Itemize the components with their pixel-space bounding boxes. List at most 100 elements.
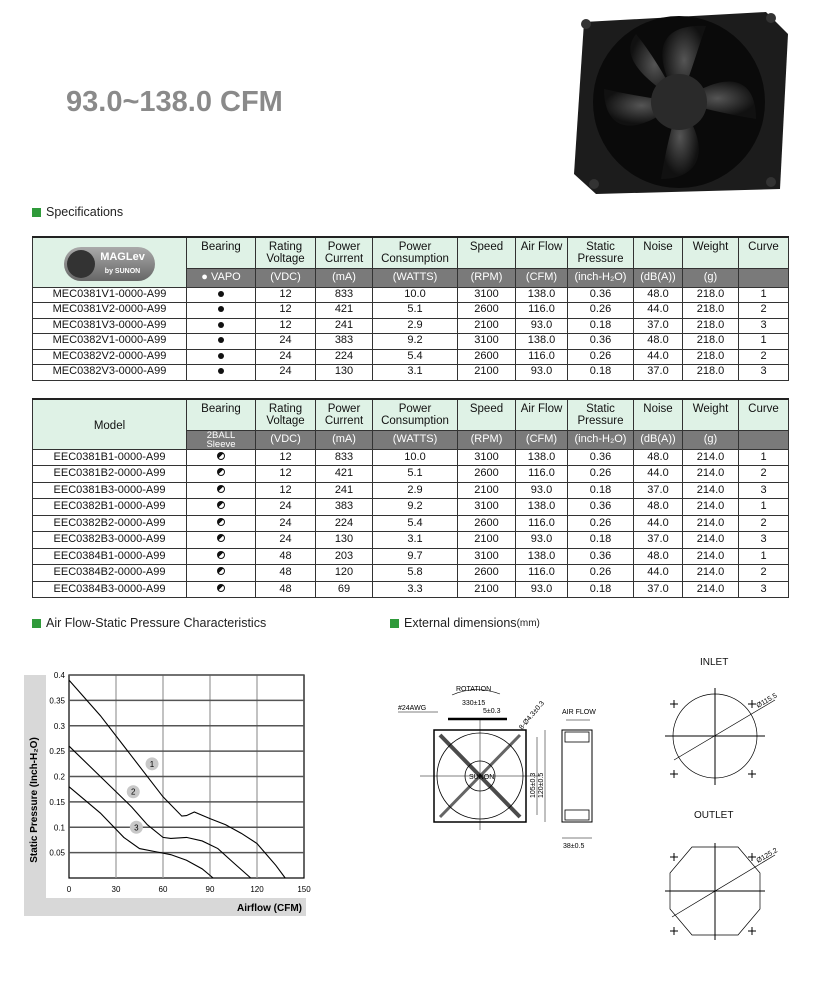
header-curve: Curve: [738, 236, 789, 269]
unit-weight: (g): [682, 267, 739, 288]
curve-label: 3: [134, 823, 139, 832]
bearing-icon: [218, 290, 224, 297]
cell: EEC0384B1-0000-A99: [32, 547, 187, 566]
cell: 116.0: [515, 564, 568, 582]
y-tick-label: 0.35: [49, 696, 65, 705]
cell: 2600: [457, 514, 516, 533]
cell: 0.18: [567, 364, 634, 381]
header-weight: Weight: [682, 236, 739, 269]
header-model: Model: [32, 398, 187, 450]
cell: 1: [738, 286, 789, 303]
cell: 383: [315, 498, 373, 516]
x-tick-label: 90: [206, 885, 215, 894]
header-weight: Weight: [682, 398, 739, 431]
cell: 12: [255, 286, 316, 303]
bearing-cell: [186, 580, 256, 599]
cell: EEC0382B2-0000-A99: [32, 514, 187, 533]
unit-curve: [738, 267, 789, 288]
fan-dimension-drawing: ROTATION #24AWG 330±15 5±0.3 8-Ø4.3±0.3 …: [398, 686, 596, 850]
cell: 3100: [457, 498, 516, 516]
cell: 0.36: [567, 498, 634, 516]
cell: 3.1: [372, 364, 458, 381]
table-row: EEC0382B1-0000-A99 24 383 9.2 3100 138.0 0.36 4…: [32, 498, 789, 516]
cell: 833: [315, 448, 373, 467]
bearing-cell: [186, 348, 256, 365]
cell: 69: [315, 580, 373, 599]
inlet-label: INLET: [700, 657, 729, 668]
table-row: EEC0381B2-0000-A99 12 421 5.1 2600 116.0 0.26 4…: [32, 465, 789, 483]
cell: 3100: [457, 547, 516, 566]
bearing-icon: [217, 534, 225, 542]
cell: 138.0: [515, 448, 568, 467]
cell: 1: [738, 547, 789, 566]
cell: 2: [738, 514, 789, 533]
cell: 2.9: [372, 481, 458, 500]
bearing-cell: [186, 514, 256, 533]
bearing-cell: [186, 317, 256, 334]
cell: 9.7: [372, 547, 458, 566]
cell: 214.0: [682, 514, 739, 533]
table-row: EEC0384B3-0000-A99 48 69 3.3 2100 93.0 0.18 37.…: [32, 580, 789, 599]
y-tick-label: 0.4: [54, 671, 66, 680]
bearing-cell: [186, 302, 256, 319]
cell: 2600: [457, 465, 516, 483]
frame-size-label: 120±0.5: [538, 773, 545, 798]
bearing-icon: [217, 583, 225, 592]
y-tick-label: 0.3: [54, 722, 66, 731]
cell: 10.0: [372, 286, 458, 303]
cell: 3: [738, 317, 789, 334]
cell: 203: [315, 547, 373, 566]
cell: 24: [255, 531, 316, 549]
spec-table-maglev: MAGLev by SUNON Bearing Rating Voltage Po…: [32, 236, 789, 381]
cell: 0.26: [567, 302, 634, 319]
cell: 214.0: [682, 481, 739, 500]
bearing-icon: [218, 306, 224, 313]
header-consumption: Power Consumption: [372, 236, 458, 269]
unit-noise: (dB(A)): [633, 429, 683, 450]
cell: 214.0: [682, 465, 739, 483]
cell: 0.36: [567, 286, 634, 303]
cell: 24: [255, 333, 316, 350]
cell: 9.2: [372, 333, 458, 350]
cell: 130: [315, 364, 373, 381]
cell: 833: [315, 286, 373, 303]
unit-voltage: (VDC): [255, 267, 316, 288]
header-airflow: Air Flow: [515, 398, 568, 431]
table-row: EEC0384B1-0000-A99 48 203 9.7 3100 138.0 0.36 4…: [32, 547, 789, 566]
table-row: EEC0381B3-0000-A99 12 241 2.9 2100 93.0 0.18 37…: [32, 481, 789, 500]
bearing-cell: [186, 448, 256, 467]
unit-airflow: (CFM): [515, 267, 568, 288]
cell: 224: [315, 514, 373, 533]
cell: 2600: [457, 564, 516, 582]
bearing-icon: [217, 484, 225, 493]
cell: 5.4: [372, 514, 458, 533]
cell: EEC0382B3-0000-A99: [32, 531, 187, 549]
cell: 116.0: [515, 514, 568, 533]
unit-consumption: (WATTS): [372, 429, 458, 450]
table-row: EEC0381B1-0000-A99 12 833 10.0 3100 138.0 0.36…: [32, 448, 789, 467]
airflow-direction-label: AIR FLOW: [562, 709, 596, 716]
bearing-icon: [218, 337, 224, 344]
bearing-cell: [186, 547, 256, 566]
cell: 2100: [457, 531, 516, 549]
cell: 48.0: [633, 333, 683, 350]
y-tick-label: 0.25: [49, 747, 65, 756]
unit-curve: [738, 429, 789, 450]
cell: 2100: [457, 317, 516, 334]
bearing-type: ● VAPO: [186, 267, 256, 288]
table-row: MEC0381V1-0000-A99 12 833 10.0 3100 138.0 0.36…: [32, 286, 789, 303]
cell: 24: [255, 364, 316, 381]
bearing-icon: [218, 368, 224, 375]
cell: 3100: [457, 333, 516, 350]
cell: MEC0382V1-0000-A99: [32, 333, 187, 350]
cell: 214.0: [682, 564, 739, 582]
table-row: EEC0384B2-0000-A99 48 120 5.8 2600 116.0 0.26 4…: [32, 564, 789, 582]
cell: 1: [738, 498, 789, 516]
unit-speed: (RPM): [457, 267, 516, 288]
bearing-cell: [186, 333, 256, 350]
depth-label: 38±0.5: [563, 843, 584, 850]
outlet-label: OUTLET: [694, 810, 734, 821]
header-voltage: Rating Voltage: [255, 398, 316, 431]
bullet-icon: [390, 618, 399, 628]
cell: EEC0384B2-0000-A99: [32, 564, 187, 582]
